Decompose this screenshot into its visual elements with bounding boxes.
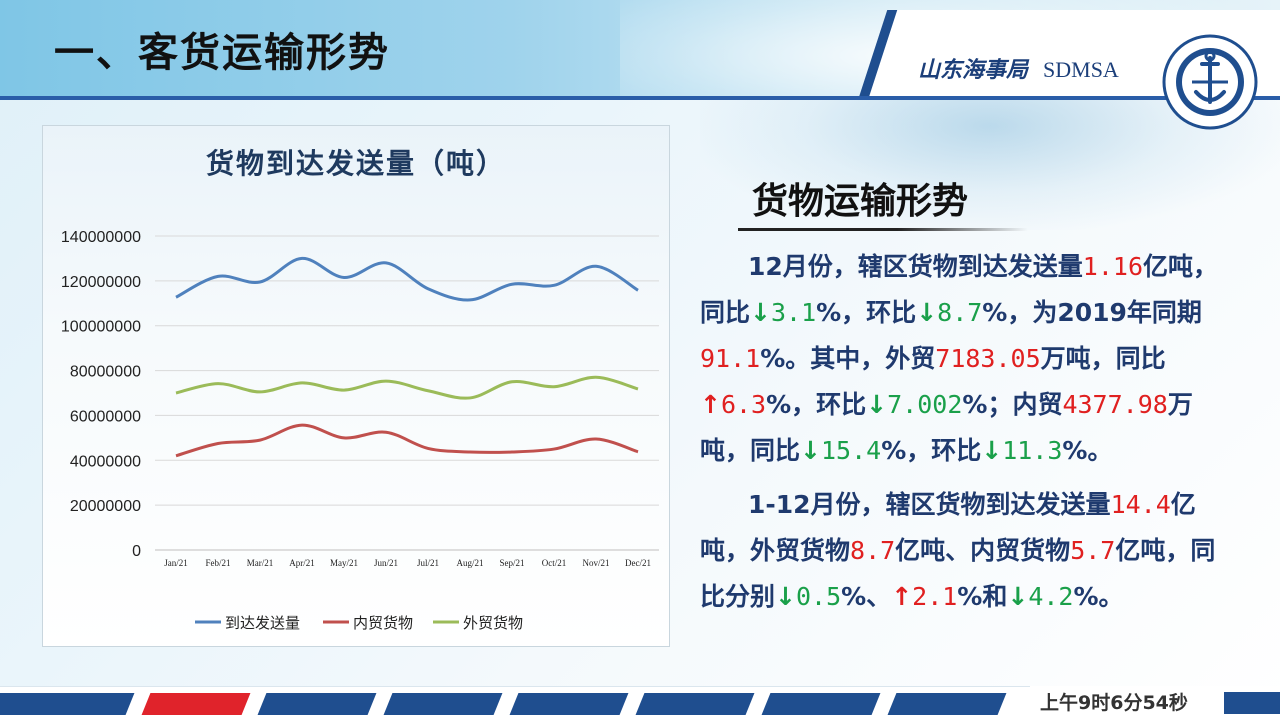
highlight-value: 4377.98 <box>1062 390 1168 419</box>
highlight-value: 2.1 <box>912 582 958 611</box>
down-arrow-icon: ↓ <box>750 298 771 327</box>
footer-stripe <box>887 693 1007 715</box>
y-tick-label: 100000000 <box>61 319 141 336</box>
highlight-value: 5.7 <box>1070 536 1116 565</box>
highlight-value: 15.4 <box>820 436 882 465</box>
china-msa-logo-icon <box>1162 34 1258 130</box>
down-arrow-icon: ↓ <box>916 298 938 327</box>
footer-stripe <box>141 693 251 715</box>
page-title: 一、客货运输形势 <box>54 30 390 76</box>
footer-stripe <box>761 693 881 715</box>
legend-label: 到达发送量 <box>225 614 300 632</box>
x-tick-label: Jan/21 <box>164 558 188 568</box>
highlight-value: 8.7 <box>850 536 896 565</box>
highlight-value: 14.4 <box>1110 490 1171 519</box>
highlight-value: 91.1 <box>700 344 761 373</box>
x-tick-label: Sep/21 <box>499 558 524 568</box>
y-tick-label: 20000000 <box>70 498 141 515</box>
header-band <box>0 0 1280 100</box>
highlight-value: 0.5 <box>795 582 842 611</box>
highlight-value: 8.7 <box>937 298 983 327</box>
highlight-value: 11.3 <box>1002 436 1063 465</box>
text-run: %。 <box>1073 582 1124 611</box>
down-arrow-icon: ↓ <box>775 582 796 611</box>
text-run: 12月份，辖区货物到达发送量 <box>748 252 1083 281</box>
up-arrow-icon: ↑ <box>891 582 913 611</box>
x-tick-label: Apr/21 <box>289 558 315 568</box>
text-run: %、 <box>841 582 892 611</box>
line-chart: 0 20000000 40000000 60000000 80000000 1000000… <box>61 229 659 632</box>
text-run: %，环比 <box>881 436 982 465</box>
brand-name: 山东海事局 SDMSA <box>918 52 1119 84</box>
y-tick-label: 80000000 <box>70 364 141 381</box>
x-tick-label: Feb/21 <box>205 558 230 568</box>
x-tick-label: Jun/21 <box>374 558 398 568</box>
text-run: %。 <box>1062 436 1113 465</box>
footer-stripe <box>635 693 755 715</box>
text-run: 万吨，同比 <box>1040 344 1166 373</box>
text-run: %，环比 <box>766 390 867 419</box>
chart-panel: 货物到达发送量（吨） 0 20000000 40000000 60000000 8000… <box>42 125 670 647</box>
splash-decoration <box>700 100 1280 230</box>
y-tick-label: 120000000 <box>61 274 141 291</box>
x-tick-label: Nov/21 <box>583 558 610 568</box>
down-arrow-icon: ↓ <box>1007 582 1029 611</box>
text-run: 亿吨，同比分别 <box>700 536 1216 611</box>
highlight-value: 3.1 <box>770 298 817 327</box>
clock-bar <box>1224 692 1280 714</box>
x-tick-label: Aug/21 <box>457 558 484 568</box>
highlight-value: 7.002 <box>887 390 963 419</box>
highlight-value: 7183.05 <box>935 344 1041 373</box>
text-run: %。其中，外贸 <box>760 344 936 373</box>
section-underline <box>738 228 1028 231</box>
highlight-value: 4.2 <box>1028 582 1074 611</box>
text-run: %；内贸 <box>962 390 1063 419</box>
text-run: %，环比 <box>816 298 917 327</box>
series-line-1 <box>175 423 639 458</box>
text-run: 亿吨，同比 <box>700 252 1219 327</box>
x-tick-label: May/21 <box>330 558 358 568</box>
y-tick-label: 0 <box>132 543 141 560</box>
text-run: 亿吨，外贸货物 <box>700 490 1196 565</box>
text-run: %，为2019年同期 <box>982 298 1202 327</box>
paragraph-annual: 1-12月份，辖区货物到达发送量14.4亿吨，外贸货物8.7亿吨、内贸货物5.7… <box>700 482 1240 620</box>
legend-label: 内贸货物 <box>353 614 413 632</box>
text-run: %和 <box>957 582 1008 611</box>
y-tick-label: 140000000 <box>61 229 141 246</box>
up-arrow-icon: ↑ <box>700 390 721 419</box>
text-run: 万吨，同比 <box>700 390 1193 465</box>
highlight-value: 1.16 <box>1082 252 1144 281</box>
x-tick-label: Dec/21 <box>625 558 651 568</box>
legend-label: 外贸货物 <box>463 614 523 632</box>
text-run: 1-12月份，辖区货物到达发送量 <box>748 490 1111 519</box>
footer-stripe <box>257 693 377 715</box>
down-arrow-icon: ↓ <box>866 390 888 419</box>
brand-name-en: SDMSA <box>1043 57 1119 82</box>
footer-stripe <box>0 693 135 715</box>
brand-name-cn: 山东海事局 <box>918 57 1029 83</box>
series-line-2 <box>175 375 639 400</box>
down-arrow-icon: ↓ <box>981 436 1003 465</box>
footer-stripe <box>383 693 503 715</box>
x-tick-label: Mar/21 <box>247 558 274 568</box>
section-title: 货物运输形势 <box>752 181 969 222</box>
y-tick-label: 40000000 <box>70 453 141 470</box>
footer-stripe <box>509 693 629 715</box>
y-tick-label: 60000000 <box>70 408 141 425</box>
series-line-0 <box>175 256 639 302</box>
x-tick-label: Jul/21 <box>417 558 439 568</box>
x-tick-label: Oct/21 <box>542 558 567 568</box>
header-rule <box>0 96 1280 100</box>
text-run: 亿吨、内贸货物 <box>895 536 1071 565</box>
paragraph-december: 12月份，辖区货物到达发送量1.16亿吨，同比↓3.1%，环比↓8.7%，为20… <box>700 244 1240 474</box>
chart-title: 货物到达发送量（吨） <box>205 147 506 180</box>
down-arrow-icon: ↓ <box>800 436 821 465</box>
highlight-value: 6.3 <box>720 390 767 419</box>
